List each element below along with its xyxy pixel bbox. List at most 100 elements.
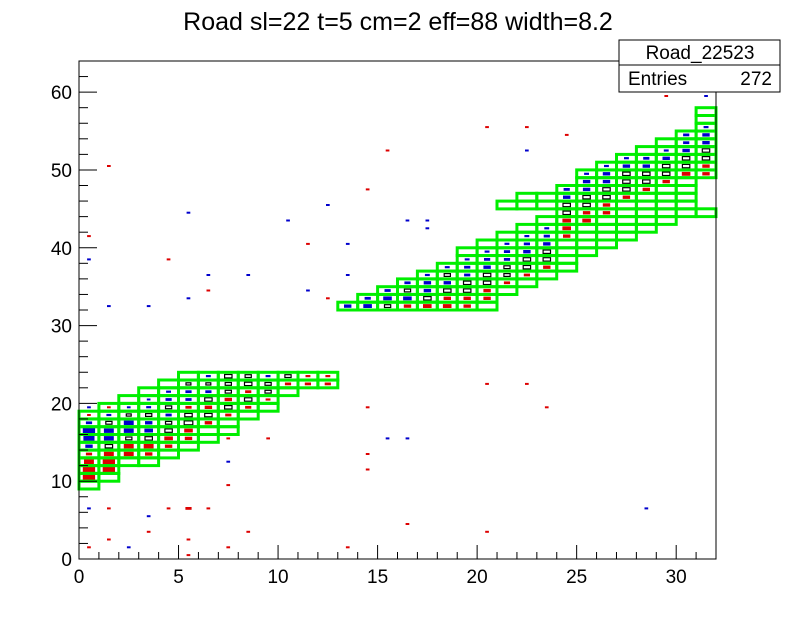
hit-cell (662, 156, 670, 160)
hit-cell (564, 133, 569, 136)
hit-cell (624, 157, 629, 160)
hit-cell (325, 375, 331, 378)
hit-cell (204, 412, 213, 418)
hit-cell (604, 164, 609, 168)
hit-cell (83, 435, 95, 441)
hit-cell (525, 382, 529, 385)
hit-cell (103, 436, 114, 441)
hit-cell (185, 390, 192, 394)
hit-cell (284, 374, 292, 379)
hit-cell (306, 289, 310, 292)
hit-cell (602, 194, 611, 200)
hit-cell (102, 466, 115, 473)
hit-cell (622, 171, 631, 177)
hit-cell (424, 273, 430, 277)
hit-cell (145, 421, 153, 425)
hit-cell (144, 436, 154, 441)
hit-cell (562, 210, 572, 216)
hit-cell (146, 398, 151, 401)
hit-cell (443, 281, 451, 285)
hit-cell (544, 406, 549, 409)
hit-cell (405, 523, 410, 525)
hit-cell (104, 443, 114, 449)
hit-cell (582, 187, 591, 192)
hit-cell (186, 538, 191, 541)
hit-cell (542, 257, 552, 262)
hit-cell (126, 406, 131, 409)
hit-cell (384, 289, 391, 292)
hit-cell (442, 304, 452, 308)
hit-cell (125, 413, 132, 417)
hit-cell (482, 272, 492, 278)
x-tick-label: 0 (74, 567, 85, 588)
hit-cell (683, 133, 690, 137)
hit-cell (164, 436, 173, 441)
hit-cell (661, 163, 671, 169)
hit-cell (82, 466, 96, 473)
hit-cell (344, 304, 352, 308)
hit-cell (703, 126, 709, 129)
hit-cell (543, 242, 551, 246)
hit-cell (107, 305, 111, 308)
hit-cell (423, 288, 432, 293)
hit-cell (525, 149, 529, 152)
hit-cell (185, 507, 192, 510)
hit-cell (423, 304, 432, 308)
hit-cell (166, 258, 171, 261)
hit-cell (365, 468, 370, 471)
hit-cell (485, 530, 489, 533)
hit-cell (224, 389, 232, 394)
hit-cell (524, 235, 530, 238)
hit-cell (582, 211, 591, 215)
hit-cells-layer (82, 95, 711, 557)
stats-box-name: Road_22523 (646, 43, 755, 64)
hit-cell (226, 546, 231, 549)
y-tick-label: 40 (51, 239, 72, 260)
hit-cell (103, 428, 114, 433)
hit-cell (701, 148, 711, 153)
hit-cell (165, 398, 172, 401)
hit-cell (503, 258, 511, 261)
hit-cell (404, 281, 411, 285)
hit-cell (563, 234, 571, 238)
hit-cell (602, 179, 611, 184)
hit-cell (224, 373, 233, 379)
hit-cell (345, 546, 350, 549)
hit-cell (184, 412, 193, 418)
hit-cell (123, 451, 134, 457)
hit-cell (363, 304, 372, 308)
hit-cell (582, 194, 591, 200)
hit-cell (126, 546, 131, 549)
hit-cell (405, 219, 410, 222)
hit-cell (246, 274, 251, 276)
hit-cell (87, 258, 91, 261)
hit-cell (682, 148, 690, 153)
hit-cell (544, 227, 550, 230)
hit-cell (702, 172, 710, 176)
hit-cell (184, 436, 193, 441)
hit-cell (306, 242, 310, 245)
hit-cell (563, 188, 570, 191)
hit-cell (186, 211, 191, 214)
hit-cell (503, 273, 511, 278)
hit-cell (145, 413, 153, 418)
hit-cell (286, 219, 290, 222)
hit-cell (602, 211, 611, 215)
hit-cell (164, 420, 173, 425)
hit-cell (641, 171, 651, 177)
hit-cell (523, 273, 530, 277)
hit-cell (205, 375, 211, 378)
hit-cell (661, 171, 671, 177)
hit-cell (542, 249, 552, 255)
hit-cell (365, 406, 370, 409)
hit-cell (485, 382, 489, 385)
hit-cell (243, 381, 253, 387)
hit-cell (383, 296, 392, 301)
hit-cell (584, 172, 589, 175)
hit-cell (523, 250, 531, 254)
hit-cell (562, 202, 572, 208)
hit-cell (87, 414, 91, 416)
hit-cell (641, 179, 651, 184)
hit-cell (145, 452, 153, 456)
